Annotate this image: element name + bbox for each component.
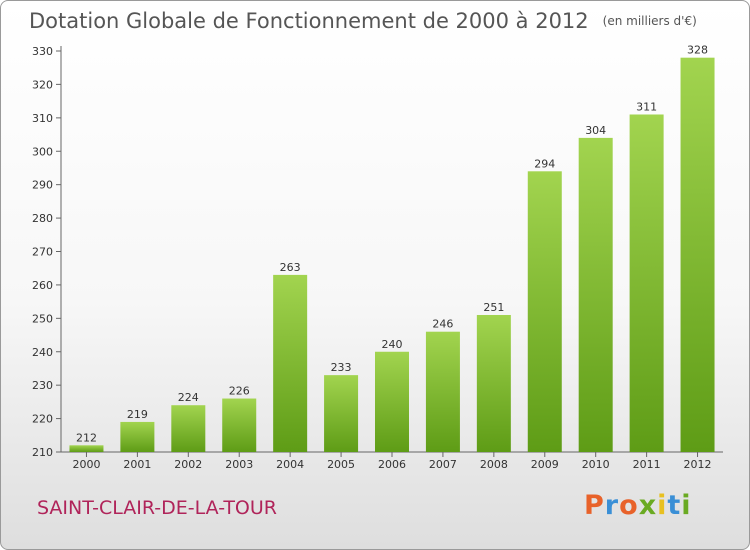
y-tick-label: 230 <box>32 379 53 392</box>
bar-2012 <box>680 57 715 452</box>
data-label: 233 <box>331 361 352 374</box>
data-label: 219 <box>127 408 148 421</box>
bar-2003 <box>222 398 257 452</box>
x-tick-label: 2006 <box>378 458 406 471</box>
data-label: 212 <box>76 431 97 444</box>
chart-title: Dotation Globale de Fonctionnement de 20… <box>29 9 697 33</box>
x-tick-label: 2000 <box>72 458 100 471</box>
bars <box>69 57 715 453</box>
logo-letter: o <box>619 490 639 521</box>
y-tick-label: 300 <box>32 145 53 158</box>
x-tick-label: 2004 <box>276 458 304 471</box>
x-tick-label: 2008 <box>480 458 508 471</box>
x-tick-label: 2007 <box>429 458 457 471</box>
y-axis: 210 220 230 240 250 260 270 280 290 300 310 320 330 <box>32 45 62 459</box>
bar-2001 <box>120 421 155 452</box>
bar-2007 <box>425 331 460 452</box>
logo-letter: P <box>584 490 605 521</box>
commune-name: SAINT-CLAIR-DE-LA-TOUR <box>37 497 277 519</box>
bar-2009 <box>527 171 562 453</box>
x-tick-label: 2012 <box>684 458 712 471</box>
logo-letter: x <box>638 490 658 521</box>
x-tick-label: 2002 <box>174 458 202 471</box>
data-label: 294 <box>534 157 555 170</box>
y-tick-label: 320 <box>32 78 53 91</box>
data-label: 304 <box>585 124 606 137</box>
data-label: 240 <box>382 338 403 351</box>
logo-letter: i <box>657 490 668 521</box>
logo-letter: i <box>681 490 692 521</box>
proxiti-logo: Proxiti <box>584 490 692 521</box>
y-tick-label: 240 <box>32 346 53 359</box>
bar-2011 <box>629 114 664 452</box>
bar-2008 <box>476 314 511 452</box>
y-tick-label: 260 <box>32 279 53 292</box>
data-label: 226 <box>229 385 250 398</box>
chart-unit: (en milliers d'€) <box>602 14 697 28</box>
x-tick-label: 2003 <box>225 458 253 471</box>
y-tick-label: 310 <box>32 112 53 125</box>
x-tick-label: 2005 <box>327 458 355 471</box>
y-tick-label: 330 <box>32 45 53 58</box>
data-labels: 212 219 224 226 263 233 240 246 251 294 304 311 328 <box>76 44 708 445</box>
data-label: 224 <box>178 391 199 404</box>
data-label: 328 <box>687 44 708 57</box>
bar-2004 <box>273 274 308 452</box>
bar-2005 <box>324 375 359 452</box>
logo-letter: t <box>667 490 682 521</box>
y-tick-label: 210 <box>32 446 53 459</box>
y-tick-label: 270 <box>32 246 53 259</box>
bar-2000 <box>69 445 104 452</box>
bar-2010 <box>578 137 613 452</box>
x-tick-label: 2010 <box>582 458 610 471</box>
chart-title-text: Dotation Globale de Fonctionnement de 20… <box>29 9 589 33</box>
x-tick-label: 2011 <box>633 458 661 471</box>
y-tick-label: 220 <box>32 413 53 426</box>
data-label: 263 <box>280 261 301 274</box>
bar-2002 <box>171 405 206 452</box>
data-label: 311 <box>636 100 657 113</box>
data-label: 246 <box>432 318 453 331</box>
x-axis: 2000 2001 2002 2003 2004 2005 2006 2007 2008 2009… <box>61 451 723 471</box>
logo-letter: r <box>604 490 620 521</box>
y-tick-label: 250 <box>32 312 53 325</box>
x-tick-label: 2001 <box>123 458 151 471</box>
x-tick-label: 2009 <box>531 458 559 471</box>
bar-2006 <box>375 351 409 452</box>
y-tick-label: 290 <box>32 179 53 192</box>
y-tick-label: 280 <box>32 212 53 225</box>
data-label: 251 <box>483 301 504 314</box>
